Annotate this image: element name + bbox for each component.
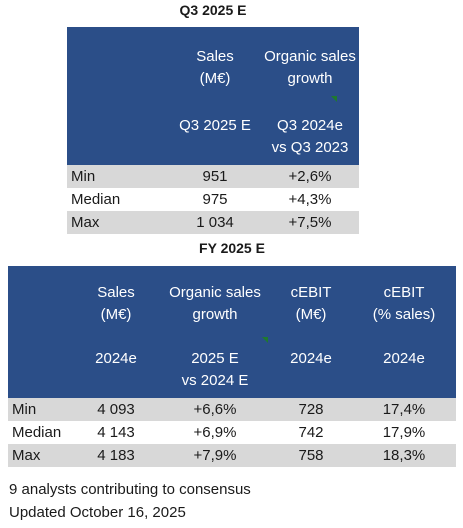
fy-header-growth: Organic sales growth (160, 266, 270, 342)
q3-subheader-row: Q3 2025 E Q3 2024e vs Q3 2023 (67, 109, 359, 165)
q3-header-growth: Organic sales growth (261, 27, 359, 109)
fy-growth-value: +6,9% (160, 421, 270, 444)
fy-growth-period: 2025 E (191, 350, 239, 367)
q3-row-label: Min (67, 165, 169, 188)
fy-sales-heading: Sales (97, 284, 135, 301)
q3-header-row: Sales (M€) Organic sales growth (67, 27, 359, 109)
fy-row-max: Max 4 183 +7,9% 758 18,3% (8, 444, 456, 467)
fy-cebit-pct-period: 2024e (383, 350, 425, 367)
q3-growth-value: +2,6% (261, 165, 359, 188)
fy-cebit-unit: (M€) (295, 306, 327, 323)
fy-sub-sales: 2024e (72, 342, 160, 398)
fy-growth-heading: Organic sales (169, 284, 261, 301)
q3-row-label: Median (67, 188, 169, 211)
q3-sales-value: 951 (169, 165, 261, 188)
q3-sales-period: Q3 2025 E (179, 117, 251, 134)
fy-sub-growth: 2025 E vs 2024 E (160, 342, 270, 398)
q3-comment-flag (331, 96, 337, 102)
fy-header-cebit: cEBIT (M€) (270, 266, 352, 342)
fy-cebit-value: 742 (270, 421, 352, 444)
q3-growth-heading: Organic sales (264, 48, 356, 65)
fy-growth-period-2: vs 2024 E (181, 372, 249, 389)
fy-cebit-pct-heading: cEBIT (383, 284, 425, 301)
q3-sales-value: 1 034 (169, 211, 261, 234)
q3-sales-value: 975 (169, 188, 261, 211)
q3-sub-growth: Q3 2024e vs Q3 2023 (261, 109, 359, 165)
q3-sub-sales: Q3 2025 E (169, 109, 261, 165)
fy-sales-value: 4 143 (72, 421, 160, 444)
fy-comment-flag (262, 337, 268, 343)
q3-consensus-table: Sales (M€) Organic sales growth Q3 2025 … (67, 27, 359, 234)
fy-row-label: Median (8, 421, 72, 444)
footnote: 9 analysts contributing to consensus Upd… (9, 478, 251, 524)
q3-growth-heading-2: growth (287, 70, 333, 87)
fy-header-sales: Sales (M€) (72, 266, 160, 342)
fy-cebit-pct-value: 17,4% (352, 398, 456, 421)
fy-row-min: Min 4 093 +6,6% 728 17,4% (8, 398, 456, 421)
fy-sub-cebit: 2024e (270, 342, 352, 398)
q3-header-sales: Sales (M€) (169, 27, 261, 109)
q3-row-label: Max (67, 211, 169, 234)
fy-sub-cebit-pct: 2024e (352, 342, 456, 398)
footnote-analysts: 9 analysts contributing to consensus (9, 481, 251, 498)
fy-sales-unit: (M€) (100, 306, 132, 323)
fy-growth-value: +7,9% (160, 444, 270, 467)
fy-consensus-table: Sales (M€) Organic sales growth cEBIT (M… (8, 266, 456, 467)
q3-row-min: Min 951 +2,6% (67, 165, 359, 188)
q3-sales-heading: Sales (196, 48, 234, 65)
fy-row-median: Median 4 143 +6,9% 742 17,9% (8, 421, 456, 444)
fy-cebit-value: 758 (270, 444, 352, 467)
q3-growth-value: +4,3% (261, 188, 359, 211)
fy-cebit-period: 2024e (290, 350, 332, 367)
fy-table-title: FY 2025 E (199, 240, 265, 256)
fy-growth-value: +6,6% (160, 398, 270, 421)
fy-growth-heading-2: growth (192, 306, 238, 323)
fy-cebit-value: 728 (270, 398, 352, 421)
fy-header-blank (8, 266, 72, 342)
q3-growth-value: +7,5% (261, 211, 359, 234)
fy-header-row: Sales (M€) Organic sales growth cEBIT (M… (8, 266, 456, 342)
footnote-updated: Updated October 16, 2025 (9, 504, 186, 521)
q3-growth-period-2: vs Q3 2023 (271, 139, 349, 156)
q3-growth-period: Q3 2024e (277, 117, 343, 134)
q3-sales-unit: (M€) (199, 70, 231, 87)
fy-row-label: Max (8, 444, 72, 467)
fy-cebit-pct-value: 18,3% (352, 444, 456, 467)
q3-table-title: Q3 2025 E (179, 2, 247, 18)
q3-header-blank (67, 27, 169, 109)
q3-row-median: Median 975 +4,3% (67, 188, 359, 211)
fy-cebit-pct-unit: (% sales) (372, 306, 436, 323)
fy-header-cebit-pct: cEBIT (% sales) (352, 266, 456, 342)
fy-cebit-heading: cEBIT (290, 284, 332, 301)
fy-cebit-pct-value: 17,9% (352, 421, 456, 444)
fy-sales-value: 4 183 (72, 444, 160, 467)
fy-subheader-row: 2024e 2025 E vs 2024 E 2024e 2024e (8, 342, 456, 398)
q3-row-max: Max 1 034 +7,5% (67, 211, 359, 234)
fy-sales-period: 2024e (95, 350, 137, 367)
fy-row-label: Min (8, 398, 72, 421)
fy-sales-value: 4 093 (72, 398, 160, 421)
